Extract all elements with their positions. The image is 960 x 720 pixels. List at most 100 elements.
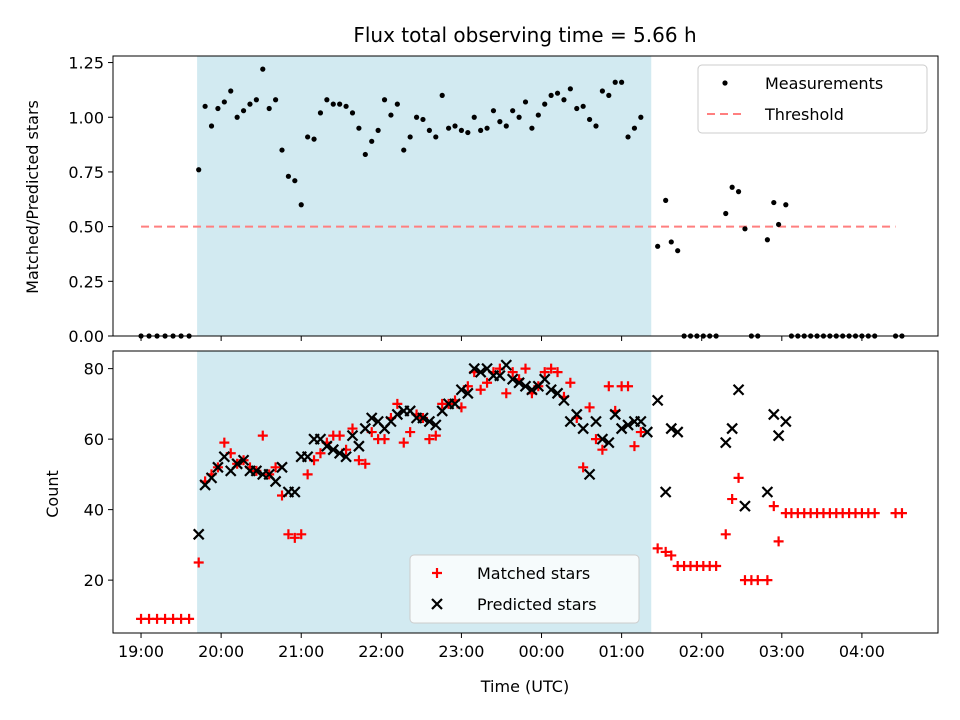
predicted-star-point: [651, 394, 664, 407]
measurement-point: [202, 103, 208, 109]
predicted-star-point: [289, 486, 301, 498]
matched-star-point: [578, 462, 589, 473]
predicted-star-point: [346, 429, 359, 442]
matched-star-point: [296, 529, 307, 540]
matched-star-point: [507, 367, 518, 378]
bottom-axes-frame: [112, 350, 939, 634]
measurement-point: [311, 136, 317, 142]
predicted-star-point: [205, 472, 218, 484]
matched-star-point: [752, 575, 763, 586]
measurement-point: [535, 112, 541, 118]
matched-star-point: [590, 434, 601, 445]
matched-star-point: [379, 434, 390, 445]
predicted-star-point: [513, 376, 525, 389]
x-tick-label: 20:00: [198, 642, 244, 661]
predicted-star-point: [321, 440, 333, 452]
measurement-point: [729, 184, 735, 190]
predicted-star-point: [538, 373, 551, 385]
measurement-point: [484, 125, 490, 131]
measurement-point: [452, 123, 458, 129]
matched-star-point: [520, 363, 531, 374]
predicted-star-point: [340, 450, 352, 463]
matched-star-point: [546, 363, 557, 374]
matched-star-point: [398, 437, 409, 448]
legend-matched-marker: [432, 568, 442, 578]
measurement-point: [631, 125, 638, 131]
x-tick-label: 23:00: [438, 642, 484, 661]
predicted-star-point: [391, 408, 404, 421]
matched-star-point: [424, 434, 435, 445]
bottom-panel: 19:00 20:00 21:00 22:00 23:00 00:00 01:00 02:00…: [84, 350, 939, 661]
predicted-star-point: [474, 366, 487, 378]
measurement-point: [612, 79, 618, 85]
predicted-star-point: [603, 436, 615, 449]
matched-star-point: [727, 494, 738, 505]
predicted-star-point: [359, 422, 372, 435]
measurement-point: [298, 202, 304, 208]
measurement-point: [260, 66, 266, 72]
matched-star-point: [629, 441, 640, 452]
measurement-point: [516, 114, 522, 120]
predicted-star-point: [558, 394, 570, 407]
bottom-legend-box: [409, 554, 640, 624]
predicted-star-point: [333, 447, 346, 460]
measurement-point: [394, 101, 400, 107]
predicted-star-point: [596, 433, 609, 445]
measurement-point: [783, 202, 789, 208]
measurement-point: [375, 127, 381, 133]
measurement-point: [215, 105, 221, 112]
measurement-point: [606, 92, 612, 98]
measurement-point: [362, 151, 368, 158]
matched-star-point: [257, 430, 268, 441]
top-y-tick-label: 0.50: [68, 218, 104, 237]
measurement-point: [420, 116, 426, 123]
measurement-point: [324, 97, 330, 103]
measurement-point: [221, 99, 227, 105]
predicted-star-point: [500, 359, 513, 371]
measurement-point: [510, 108, 516, 114]
predicted-star-point: [768, 408, 780, 421]
matched-star-point: [289, 532, 300, 543]
bottom-y-tick-label: 80: [84, 360, 104, 379]
top-y-axis-label: Matched/Predicted stars: [23, 100, 42, 294]
matched-star-point: [565, 377, 576, 388]
predicted-star-point: [353, 440, 365, 452]
measurement-point: [292, 178, 298, 184]
measurement-point: [497, 119, 503, 125]
measurement-point: [655, 243, 661, 249]
matched-star-point: [896, 508, 907, 519]
top-legend-label: Threshold: [764, 105, 844, 124]
measurement-point: [542, 101, 548, 107]
predicted-star-point: [570, 408, 583, 421]
measurement-point: [593, 123, 599, 129]
measurement-point: [413, 114, 420, 120]
predicted-star-point: [468, 362, 481, 375]
predicted-star-point: [641, 426, 654, 438]
legend-measurement-marker: [722, 80, 728, 86]
measurement-point: [619, 79, 625, 85]
predicted-star-point: [761, 486, 774, 498]
top-y-tick-label: 0.75: [68, 163, 104, 182]
measurement-point: [343, 103, 349, 109]
matched-star-point: [283, 529, 294, 540]
matched-star-point: [302, 469, 313, 480]
measurement-point: [478, 127, 484, 133]
predicted-star-point: [545, 383, 557, 396]
matched-star-point: [762, 575, 773, 586]
matched-star-point: [623, 381, 634, 392]
matched-star-point: [392, 398, 403, 409]
measurement-point: [388, 112, 394, 118]
matched-star-point: [603, 381, 614, 392]
measurement-point: [465, 129, 471, 136]
bottom-legend-label: Predicted stars: [477, 595, 597, 614]
matched-star-point: [270, 462, 281, 473]
measurement-point: [625, 134, 631, 140]
matched-star-point: [482, 377, 493, 388]
predicted-star-point: [449, 398, 461, 410]
measurement-point: [529, 125, 535, 131]
x-tick-label: 01:00: [599, 642, 645, 661]
measurement-point: [196, 167, 202, 173]
predicted-star-point: [635, 415, 647, 428]
measurement-point: [407, 134, 413, 140]
measurement-point: [208, 123, 215, 129]
